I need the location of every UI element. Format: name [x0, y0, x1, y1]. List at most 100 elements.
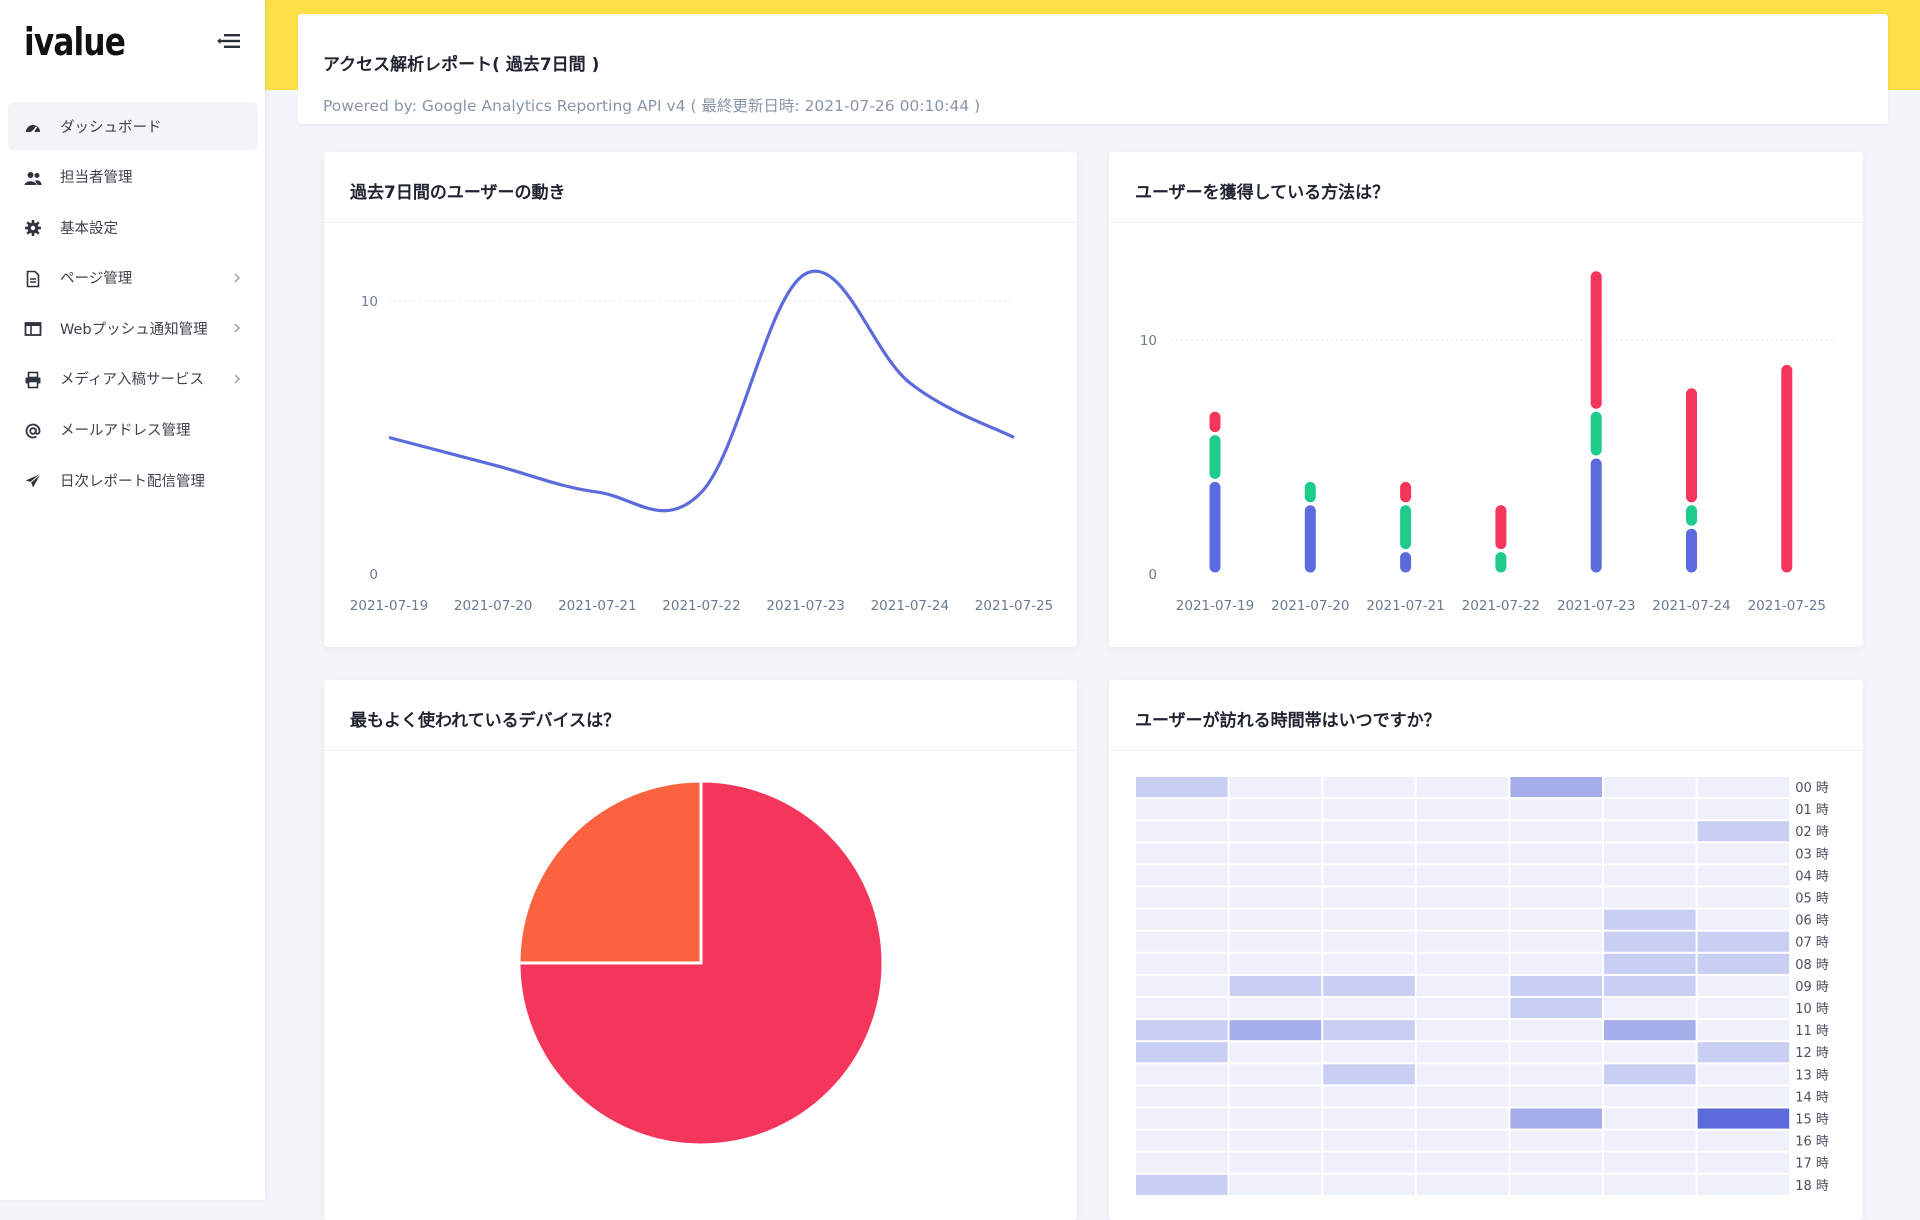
heatmap-cell: [1604, 843, 1696, 864]
heatmap-cell: [1604, 1108, 1696, 1129]
heatmap-cell: [1229, 998, 1322, 1019]
heatmap-cell: [1697, 975, 1790, 996]
heatmap-cell: [1697, 1064, 1790, 1085]
x-tick-label: 2021-07-20: [1271, 598, 1349, 614]
heatmap-cell: [1416, 909, 1509, 930]
heatmap-cell: [1136, 1020, 1228, 1041]
heatmap-cell: [1604, 975, 1696, 996]
heatmap-row-label: 13 時: [1795, 1068, 1829, 1083]
at-sign-icon: [25, 423, 41, 438]
window-icon: [24, 322, 42, 337]
card-divider: [1109, 222, 1863, 223]
chevron-right-icon[interactable]: [232, 322, 242, 334]
bar-segment: [1304, 481, 1316, 503]
heatmap-cell: [1604, 1086, 1696, 1107]
heatmap-cell: [1136, 887, 1228, 908]
heatmap-cell: [1416, 931, 1509, 952]
heatmap-cell: [1697, 931, 1790, 952]
bar-segment: [1781, 364, 1793, 573]
bar-segment: [1495, 505, 1507, 550]
sidebar: ivalue ダッシュボード 担当者管理基本設定 ページ管理 Webプッシュ通知管理メ…: [0, 0, 265, 1200]
heatmap-cell: [1697, 865, 1790, 886]
sidebar-item-4[interactable]: ページ管理: [8, 254, 258, 302]
sidebar-item-3[interactable]: 基本設定: [8, 203, 258, 251]
heatmap-cell: [1229, 1086, 1322, 1107]
sidebar-nav: ダッシュボード 担当者管理基本設定 ページ管理 Webプッシュ通知管理 メディア入稿サー…: [8, 102, 258, 507]
chevron-right-icon[interactable]: [232, 272, 242, 284]
heatmap-row-label: 00 時: [1795, 781, 1829, 796]
heatmap-cell: [1416, 1042, 1509, 1063]
bar-segment: [1400, 481, 1412, 503]
bar-segment: [1686, 388, 1697, 503]
heatmap-cell: [1323, 953, 1415, 974]
bar-segment: [1400, 505, 1412, 550]
heatmap-cell: [1416, 777, 1509, 798]
bar-segment: [1209, 481, 1221, 573]
heatmap-cell: [1697, 953, 1790, 974]
heatmap-cell: [1697, 1130, 1790, 1151]
heatmap-cell: [1604, 1152, 1696, 1173]
heatmap-cell: [1416, 799, 1509, 820]
sidebar-item-1[interactable]: ダッシュボード: [8, 102, 258, 150]
heatmap-row-label: 18 時: [1795, 1179, 1829, 1194]
heatmap-cell: [1416, 998, 1509, 1019]
heatmap-cell: [1604, 909, 1696, 930]
sidebar-item-8[interactable]: 日次レポート配信管理: [8, 456, 258, 504]
sidebar-item-6[interactable]: メディア入稿サービス: [8, 355, 258, 403]
brand-logo[interactable]: ivalue: [24, 20, 126, 64]
heatmap-cell: [1416, 1064, 1509, 1085]
heatmap-cell: [1229, 843, 1322, 864]
sidebar-item-label: ダッシュボード: [60, 119, 162, 136]
heatmap-cell: [1604, 799, 1696, 820]
heatmap-cell: [1510, 1152, 1602, 1173]
x-tick-label: 2021-07-22: [662, 598, 740, 614]
x-tick-label: 2021-07-19: [350, 598, 428, 614]
sidebar-item-5[interactable]: Webプッシュ通知管理: [8, 304, 258, 352]
heatmap-cell: [1136, 799, 1228, 820]
heatmap-cell: [1416, 1130, 1509, 1151]
heatmap-cell: [1416, 1108, 1509, 1129]
y-tick-label: 10: [361, 294, 378, 310]
heatmap-cell: [1416, 1152, 1509, 1173]
bar-segment: [1590, 411, 1602, 456]
x-tick-label: 2021-07-21: [558, 598, 636, 614]
page-title: アクセス解析レポート( 過去7日間 ): [323, 55, 600, 75]
heatmap-cell: [1229, 909, 1322, 930]
bar-segment: [1304, 505, 1316, 573]
paper-plane-icon: [25, 473, 41, 488]
heatmap-cell: [1136, 777, 1228, 798]
heatmap-cell: [1416, 821, 1509, 842]
heatmap-cell: [1323, 843, 1415, 864]
bar-segment: [1495, 552, 1507, 573]
heatmap-cell: [1323, 1152, 1415, 1173]
heatmap-cell: [1323, 909, 1415, 930]
heatmap-cell: [1229, 1064, 1322, 1085]
heatmap-row-label: 03 時: [1795, 847, 1829, 862]
heatmap-cell: [1697, 1152, 1790, 1173]
sidebar-item-label: 担当者管理: [60, 170, 133, 187]
x-tick-label: 2021-07-19: [1176, 598, 1254, 614]
heatmap-cell: [1510, 975, 1602, 996]
heatmap-cell: [1604, 953, 1696, 974]
heatmap-cell: [1510, 931, 1602, 952]
heatmap-cell: [1416, 843, 1509, 864]
heatmap-cell: [1510, 1108, 1602, 1129]
heatmap-cell: [1416, 1020, 1509, 1041]
heatmap-row-label: 07 時: [1795, 936, 1829, 951]
sidebar-item-2[interactable]: 担当者管理: [8, 153, 258, 201]
heatmap-cell: [1697, 799, 1790, 820]
x-tick-label: 2021-07-21: [1366, 598, 1444, 614]
x-tick-label: 2021-07-23: [766, 598, 844, 614]
heatmap-cell: [1229, 887, 1322, 908]
heatmap-cell: [1510, 777, 1602, 798]
heatmap-cell: [1229, 1174, 1322, 1195]
chevron-right-icon[interactable]: [232, 373, 242, 385]
heatmap-cell: [1697, 1174, 1790, 1195]
heatmap-cell: [1323, 1174, 1415, 1195]
heatmap-row-label: 10 時: [1795, 1002, 1829, 1017]
speedometer-icon: [26, 125, 40, 134]
sidebar-item-7[interactable]: メールアドレス管理: [8, 406, 258, 454]
hamburger-menu-icon[interactable]: [216, 30, 242, 52]
heatmap-cell: [1416, 953, 1509, 974]
x-tick-label: 2021-07-20: [454, 598, 532, 614]
